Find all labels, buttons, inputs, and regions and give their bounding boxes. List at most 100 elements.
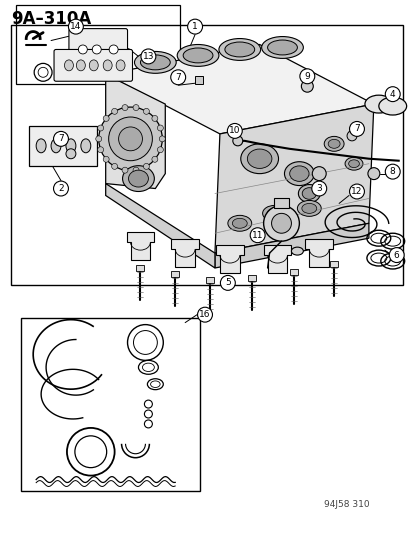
Circle shape xyxy=(301,80,313,92)
Circle shape xyxy=(187,19,202,34)
Circle shape xyxy=(133,104,139,110)
Circle shape xyxy=(122,104,128,110)
Circle shape xyxy=(112,164,117,169)
Ellipse shape xyxy=(267,40,297,55)
Text: 16: 16 xyxy=(199,310,210,319)
Text: 14: 14 xyxy=(70,22,81,31)
Text: 7: 7 xyxy=(58,134,64,143)
Ellipse shape xyxy=(301,188,316,199)
Ellipse shape xyxy=(328,139,339,148)
Circle shape xyxy=(197,307,212,322)
Ellipse shape xyxy=(291,247,303,255)
Text: 8: 8 xyxy=(389,167,395,176)
Ellipse shape xyxy=(262,205,286,221)
Ellipse shape xyxy=(301,204,316,213)
Polygon shape xyxy=(105,183,214,268)
Bar xyxy=(16,5,180,84)
Polygon shape xyxy=(305,239,332,267)
Bar xyxy=(29,126,97,166)
Polygon shape xyxy=(214,223,368,268)
Ellipse shape xyxy=(232,219,247,228)
Ellipse shape xyxy=(261,37,303,59)
Circle shape xyxy=(367,168,379,180)
Circle shape xyxy=(108,117,152,161)
Ellipse shape xyxy=(177,44,218,66)
Ellipse shape xyxy=(297,200,320,216)
Circle shape xyxy=(170,70,185,85)
Ellipse shape xyxy=(298,184,320,203)
Bar xyxy=(11,25,402,285)
Ellipse shape xyxy=(36,139,46,153)
Ellipse shape xyxy=(140,55,170,70)
Text: 2: 2 xyxy=(58,184,64,193)
Text: 6: 6 xyxy=(393,251,399,260)
Ellipse shape xyxy=(266,208,281,219)
Ellipse shape xyxy=(247,149,271,168)
Bar xyxy=(290,269,298,275)
Polygon shape xyxy=(105,44,373,134)
Circle shape xyxy=(349,184,363,199)
Circle shape xyxy=(144,400,152,408)
Bar xyxy=(273,198,289,208)
Text: 1: 1 xyxy=(192,22,197,31)
Circle shape xyxy=(263,205,299,241)
Circle shape xyxy=(140,49,155,64)
Ellipse shape xyxy=(344,157,362,170)
Bar xyxy=(195,76,202,84)
Circle shape xyxy=(143,164,149,169)
Ellipse shape xyxy=(64,60,73,71)
Bar xyxy=(136,265,144,271)
Bar xyxy=(247,275,255,281)
Circle shape xyxy=(311,167,325,181)
Ellipse shape xyxy=(66,139,76,153)
Text: 11: 11 xyxy=(251,231,263,240)
Circle shape xyxy=(92,45,101,54)
Polygon shape xyxy=(171,239,199,267)
Circle shape xyxy=(299,69,314,84)
Ellipse shape xyxy=(240,144,278,174)
Bar xyxy=(330,261,337,267)
Bar xyxy=(21,318,199,491)
Circle shape xyxy=(311,181,326,196)
Ellipse shape xyxy=(81,139,90,153)
Circle shape xyxy=(143,108,149,114)
Circle shape xyxy=(349,122,363,136)
Text: 7: 7 xyxy=(353,124,359,133)
Polygon shape xyxy=(126,232,154,260)
Ellipse shape xyxy=(128,170,148,187)
Circle shape xyxy=(112,108,117,114)
Circle shape xyxy=(122,167,128,173)
Circle shape xyxy=(103,156,109,162)
Ellipse shape xyxy=(51,139,61,153)
Ellipse shape xyxy=(218,38,260,60)
Text: 12: 12 xyxy=(351,187,362,196)
Circle shape xyxy=(385,87,399,102)
Circle shape xyxy=(157,147,163,153)
Ellipse shape xyxy=(348,160,358,167)
Circle shape xyxy=(78,45,87,54)
Ellipse shape xyxy=(323,136,343,151)
Circle shape xyxy=(95,136,102,142)
Circle shape xyxy=(103,116,109,122)
Circle shape xyxy=(232,136,242,146)
Ellipse shape xyxy=(183,48,212,63)
Circle shape xyxy=(53,132,68,147)
Ellipse shape xyxy=(224,42,254,57)
Text: 9: 9 xyxy=(304,72,309,81)
Ellipse shape xyxy=(89,60,98,71)
Circle shape xyxy=(271,213,291,233)
Circle shape xyxy=(385,164,399,179)
Text: 4: 4 xyxy=(389,90,394,99)
Text: 9A–310A: 9A–310A xyxy=(11,10,91,28)
Circle shape xyxy=(346,131,356,141)
Circle shape xyxy=(249,228,264,243)
Circle shape xyxy=(97,125,103,131)
Ellipse shape xyxy=(284,161,313,185)
Circle shape xyxy=(97,147,103,153)
Circle shape xyxy=(159,136,165,142)
Circle shape xyxy=(152,156,157,162)
Circle shape xyxy=(118,127,142,151)
Circle shape xyxy=(133,167,139,173)
Polygon shape xyxy=(263,245,291,273)
Circle shape xyxy=(152,116,157,122)
